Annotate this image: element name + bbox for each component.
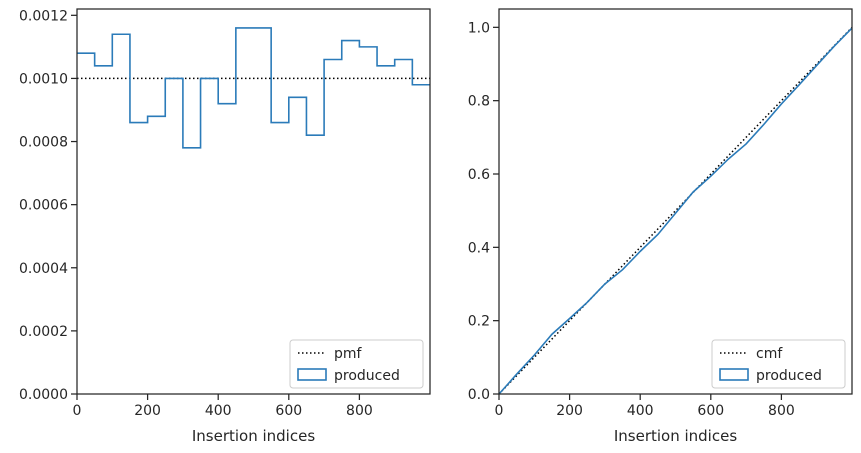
x-tick-label: 600 bbox=[697, 403, 724, 419]
y-tick-label: 1.0 bbox=[468, 20, 490, 36]
y-tick-label: 0.0006 bbox=[19, 198, 68, 214]
x-tick-label: 200 bbox=[556, 403, 583, 419]
y-tick-label: 0.0 bbox=[468, 387, 490, 403]
legend-label-pmf: pmf bbox=[334, 346, 363, 362]
series-cmf-reference-line bbox=[498, 26, 853, 395]
axes-frame bbox=[76, 8, 431, 395]
x-tick-label: 0 bbox=[495, 403, 504, 419]
legend-box bbox=[711, 339, 846, 389]
series-produced-line bbox=[77, 27, 430, 149]
legend-handle-produced bbox=[719, 368, 749, 381]
axes-frame bbox=[498, 8, 853, 395]
legend-label-produced: produced bbox=[334, 368, 400, 384]
y-tick-label: 0.8 bbox=[468, 94, 490, 110]
x-tick-label: 800 bbox=[768, 403, 795, 419]
legend: cmf produced bbox=[711, 339, 846, 389]
x-tick-label: 400 bbox=[627, 403, 654, 419]
y-tick-label: 0.0004 bbox=[19, 261, 68, 277]
y-tick-label: 0.4 bbox=[468, 240, 490, 256]
y-tick-label: 0.0010 bbox=[19, 71, 68, 87]
pmf-panel: 0 200 400 600 800 0.0000 0.0002 0.0004 0.0006 0.0… bbox=[19, 8, 431, 445]
cmf-panel: 0 200 400 600 800 0.0 0.2 0.4 0.6 0.8 1.0 Insertion… bbox=[468, 8, 853, 445]
x-axis-label: Insertion indices bbox=[192, 427, 315, 445]
legend-box bbox=[289, 339, 424, 389]
y-tick-label: 0.6 bbox=[468, 167, 490, 183]
y-tick-label: 0.0012 bbox=[19, 8, 68, 24]
x-tick-label: 600 bbox=[275, 403, 302, 419]
y-tick-label: 0.0002 bbox=[19, 324, 68, 340]
x-tick-label: 800 bbox=[346, 403, 373, 419]
x-tick-label: 200 bbox=[134, 403, 161, 419]
legend-label-produced: produced bbox=[756, 368, 822, 384]
x-tick-label: 400 bbox=[205, 403, 232, 419]
x-tick-label: 0 bbox=[73, 403, 82, 419]
series-produced-line bbox=[498, 27, 853, 395]
y-tick-label: 0.0008 bbox=[19, 135, 68, 151]
y-tick-label: 0.0000 bbox=[19, 387, 68, 403]
legend-handle-produced bbox=[297, 368, 327, 381]
legend-label-cmf: cmf bbox=[756, 346, 783, 362]
x-axis-label: Insertion indices bbox=[614, 427, 737, 445]
y-tick-label: 0.2 bbox=[468, 314, 490, 330]
legend: pmf produced bbox=[289, 339, 424, 389]
